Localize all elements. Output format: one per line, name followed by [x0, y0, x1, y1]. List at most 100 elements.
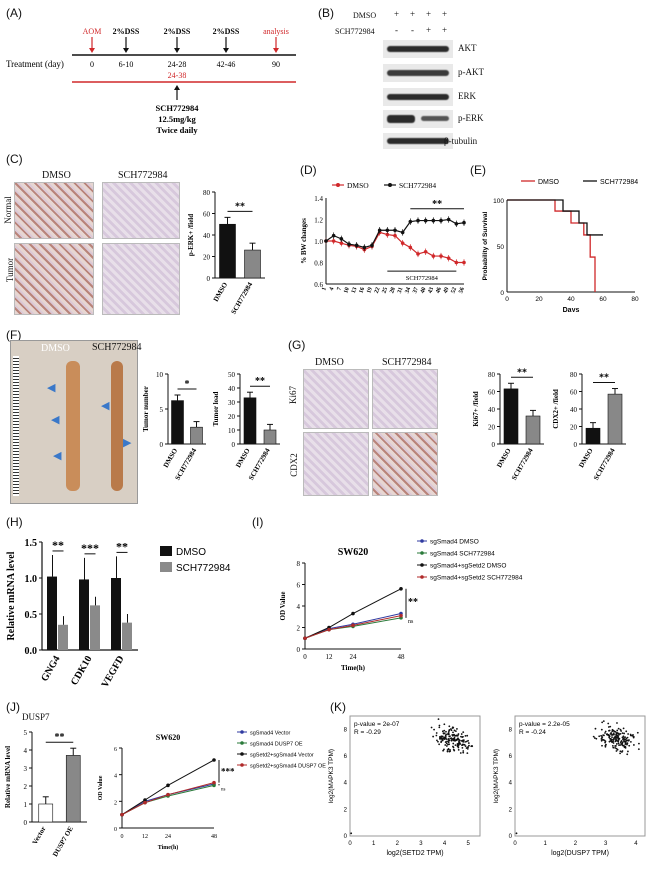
data-point — [462, 220, 466, 225]
legend-label: SCH772984 — [399, 181, 436, 190]
data-point — [447, 743, 449, 746]
data-point — [623, 732, 626, 735]
data-point — [619, 744, 622, 746]
event-label-3: 2%DSS — [213, 27, 240, 36]
panel-h-bar-chart: 0.0 0.5 1.0 1.5 ** GNG4 *** CDK10 ** VEGFD Relativ… — [6, 538, 231, 690]
data-point — [454, 222, 459, 226]
data-point — [620, 740, 623, 742]
x-tick-label: 56 — [458, 287, 466, 295]
x-tick-label: DMSO — [162, 447, 180, 470]
data-point — [617, 740, 620, 743]
treatment-label: Treatment (day) — [6, 59, 64, 69]
legend-label: sgSmad4 SCH772984 — [430, 551, 495, 558]
blot-pakt — [383, 64, 453, 82]
significance-label: ns — [408, 619, 414, 625]
blot-label-pakt: p-AKT — [458, 67, 484, 77]
x-tick-label: 20 — [535, 296, 543, 303]
legend-marker — [240, 730, 244, 734]
bar — [219, 223, 236, 279]
y-tick-label: 20 — [228, 413, 236, 421]
bar — [607, 393, 623, 445]
data-point — [212, 780, 216, 785]
data-point — [637, 748, 640, 751]
x-axis-label: log2(DUSP7 TPM) — [551, 850, 609, 857]
panel-c-bar-chart: 0 20 40 60 80 DMSO SCH772984 ** p-ERK+ /field — [187, 189, 265, 316]
y-tick-label: 8 — [509, 727, 513, 733]
blot-label-akt: AKT — [458, 43, 477, 53]
data-point — [459, 752, 462, 754]
data-point — [617, 732, 620, 735]
y-tick-label: 2 — [114, 800, 117, 806]
y-tick-label: 3 — [24, 765, 28, 773]
data-point — [600, 738, 603, 740]
y-tick-label: 0 — [207, 275, 211, 283]
data-point — [615, 750, 618, 752]
c-img-tumor-dmso — [14, 243, 94, 315]
data-point — [622, 744, 624, 747]
data-point — [447, 748, 450, 751]
x-tick-label: 3 — [419, 841, 423, 847]
legend-swatch — [160, 562, 172, 572]
x-tick-label: 49 — [443, 287, 451, 295]
y-axis-label: Tumor number — [142, 386, 150, 432]
panel-label-a: (A) — [6, 6, 22, 20]
data-point — [628, 744, 631, 747]
data-point — [454, 730, 457, 733]
data-point — [604, 741, 607, 744]
data-point — [440, 741, 442, 744]
data-point — [610, 732, 612, 734]
data-point — [423, 249, 428, 254]
data-point — [462, 735, 464, 738]
y-tick-label: 0 — [500, 290, 504, 297]
legend-marker — [420, 551, 424, 555]
blot-label-erk: ERK — [458, 91, 476, 101]
data-point — [362, 245, 367, 250]
g-col-dmso: DMSO — [315, 357, 344, 368]
data-point — [456, 738, 459, 740]
data-point — [602, 720, 605, 723]
data-point — [604, 740, 607, 743]
y-tick-label: 50 — [497, 244, 505, 251]
data-point — [619, 728, 622, 731]
data-point — [399, 587, 403, 591]
y-tick-label: 40 — [570, 406, 578, 414]
data-point — [612, 740, 615, 743]
data-point — [446, 750, 449, 753]
data-point — [627, 733, 630, 735]
significance-label: ns — [221, 787, 226, 792]
stat-pvalue: p-value = 2e-07 — [354, 721, 400, 728]
data-point — [331, 233, 336, 238]
y-tick-label: 1.2 — [314, 217, 323, 225]
data-point — [212, 758, 216, 762]
data-point — [624, 736, 626, 738]
data-point — [605, 743, 607, 746]
panel-k-scatter-dusp7: 0 1 2 3 4 0 2 4 6 8 log2(DUSP7 TPM) log2(MAPK3 TPM)… — [493, 715, 646, 857]
data-point — [461, 746, 464, 749]
data-point — [351, 611, 355, 616]
x-tick-label: VEGFD — [100, 654, 127, 690]
x-tick-label: 31 — [397, 287, 405, 295]
data-point — [447, 737, 450, 740]
y-tick-label: 2 — [297, 625, 301, 633]
data-point — [624, 741, 627, 743]
data-point — [621, 743, 623, 746]
f-col-sch: SCH772984 — [92, 342, 142, 353]
c-col-sch: SCH772984 — [118, 170, 168, 181]
x-tick-label: 19 — [366, 287, 374, 295]
data-point — [393, 228, 397, 233]
x-tick-label: 25 — [382, 287, 390, 295]
data-point — [611, 734, 614, 736]
legend-label: sgSetd2+sgSmad4 DUSP7 OE — [250, 764, 326, 770]
data-point — [462, 740, 465, 743]
f-colon-dmso — [66, 361, 80, 491]
data-point — [627, 750, 629, 753]
data-point — [612, 746, 615, 749]
x-tick-label: 24 — [350, 653, 358, 661]
x-axis-label: Time(h) — [341, 664, 366, 672]
data-point — [626, 753, 629, 756]
data-point — [615, 738, 618, 741]
bar — [585, 427, 601, 445]
x-tick-label: 4 — [634, 841, 638, 847]
x-tick-label: 46 — [435, 287, 443, 295]
